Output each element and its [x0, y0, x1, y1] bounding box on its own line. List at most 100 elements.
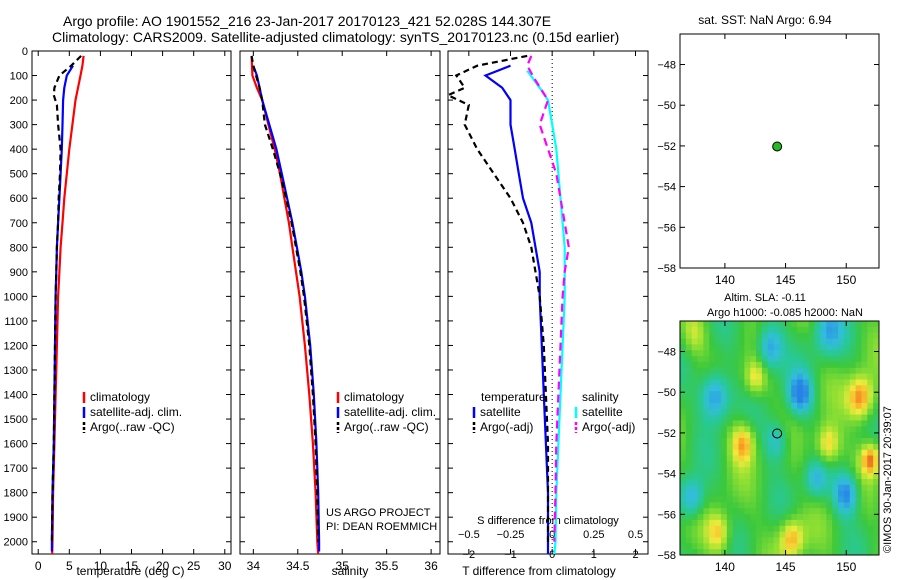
sla-cell	[715, 367, 722, 375]
sla-cell	[691, 361, 699, 369]
sla-cell	[697, 414, 705, 422]
sla-cell	[861, 549, 868, 555]
sla-cell	[685, 461, 693, 468]
sla-cell	[773, 367, 781, 375]
sla-cell	[838, 455, 845, 462]
sla-cell	[873, 443, 879, 451]
sla-cell	[767, 367, 775, 375]
sla-cell	[750, 519, 757, 527]
sla-cell	[715, 321, 722, 328]
sla-cell	[697, 356, 705, 363]
sla-cell	[767, 414, 775, 422]
sla-cell	[744, 414, 751, 422]
sla-cell	[680, 344, 687, 351]
sla-cell	[785, 361, 792, 369]
sla-cell	[849, 338, 857, 345]
sla-cell	[802, 537, 810, 544]
sla-cell	[761, 338, 769, 345]
sla-cell	[680, 356, 687, 363]
sla-cell	[861, 449, 868, 457]
sla-cell	[861, 525, 868, 533]
figure-title-line2: Climatology: CARS2009. Satellite-adjuste…	[52, 29, 619, 45]
sla-cell	[779, 408, 786, 416]
sla-cell	[861, 350, 868, 357]
sla-cell	[861, 332, 868, 340]
sla-cell	[773, 531, 781, 539]
sla-cell	[826, 385, 833, 392]
sla-cell	[873, 508, 879, 515]
sla-cell	[855, 519, 863, 527]
sla-cell	[691, 373, 699, 381]
sst-map-title: sat. SST: NaN Argo: 6.94	[698, 13, 832, 27]
temperature-ytick-label: 1800	[4, 488, 28, 500]
sla-cell	[756, 414, 763, 422]
sla-cell	[826, 478, 833, 486]
salinity-xlabel: salinity	[332, 564, 369, 578]
sla-cell	[867, 367, 874, 375]
sla-cell	[849, 543, 857, 550]
sla-cell	[791, 514, 798, 521]
sla-cell	[838, 385, 845, 392]
sla-cell	[802, 391, 810, 398]
imos-credit: ©IMOS 30-Jan-2017 20:39:07	[882, 406, 894, 553]
sla-cell	[867, 484, 874, 492]
sla-cell	[861, 438, 868, 445]
sla-cell	[697, 391, 705, 398]
sla-cell	[843, 344, 851, 351]
sla-cell	[849, 525, 857, 533]
sla-cell	[773, 443, 781, 451]
sla-cell	[703, 397, 710, 404]
sla-cell	[732, 508, 740, 515]
sla-cell	[849, 332, 857, 340]
sla-map-field	[680, 321, 879, 555]
difference-s-tick-label: −0.25	[497, 529, 525, 541]
sla-cell	[820, 385, 827, 392]
sla-cell	[814, 385, 822, 392]
sla-cell	[691, 350, 699, 357]
sla-cell	[761, 391, 769, 398]
sla-cell	[744, 496, 751, 503]
sla-cell	[814, 478, 822, 486]
sla-cell	[808, 391, 816, 398]
sla-cell	[861, 514, 868, 521]
sla-cell	[838, 531, 845, 539]
sla-cell	[832, 490, 839, 498]
sla-cell	[773, 519, 781, 527]
sla-cell	[685, 391, 693, 398]
sla-cell	[732, 344, 740, 351]
sla-cell	[750, 508, 757, 515]
sla-cell	[767, 426, 775, 433]
temperature-ytick-label: 200	[10, 95, 28, 107]
sla-cell	[802, 361, 810, 369]
sla-cell	[832, 426, 839, 433]
sla-cell	[703, 373, 710, 381]
sla-cell	[732, 432, 740, 439]
sla-cell	[691, 397, 699, 404]
sla-cell	[808, 379, 816, 386]
sla-cell	[873, 432, 879, 439]
sla-cell	[797, 414, 804, 422]
sla-cell	[802, 467, 810, 474]
sla-cell	[867, 332, 874, 340]
sla-cell	[680, 531, 687, 539]
sla-cell	[703, 549, 710, 555]
sla-cell	[744, 356, 751, 363]
sla-cell	[697, 537, 705, 544]
sla-cell	[785, 408, 792, 416]
sla-cell	[697, 373, 705, 381]
sla-cell	[715, 461, 722, 468]
sla-cell	[826, 373, 833, 381]
sla-cell	[685, 344, 693, 351]
sla-cell	[691, 438, 699, 445]
sla-cell	[797, 449, 804, 457]
sla-cell	[680, 408, 687, 416]
sla-cell	[855, 531, 863, 539]
sla-cell	[738, 344, 745, 351]
sla-cell	[832, 484, 839, 492]
sla-cell	[738, 525, 745, 533]
sla-cell	[691, 408, 699, 416]
sla-cell	[808, 514, 816, 521]
sla-cell	[703, 361, 710, 369]
sla-cell	[750, 373, 757, 381]
sla-cell	[715, 344, 722, 351]
